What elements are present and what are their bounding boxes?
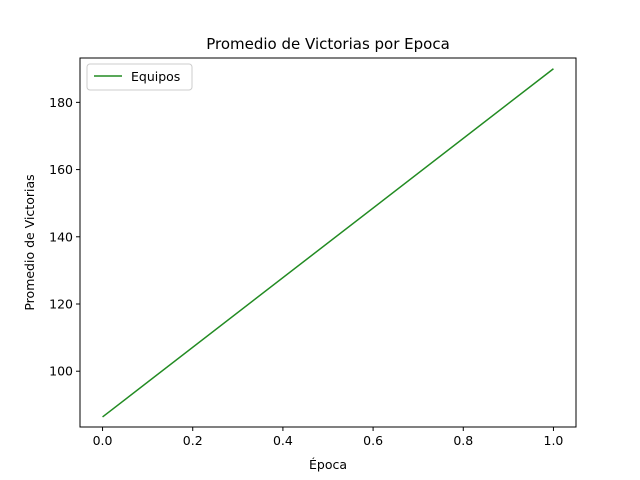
y-tick-label: 120 [49, 297, 73, 312]
x-axis-label: Época [309, 457, 347, 472]
y-tick-label: 100 [49, 364, 73, 379]
series-line-0 [102, 68, 554, 418]
x-tick-label: 1.0 [544, 433, 564, 448]
x-tick-label: 0.0 [93, 433, 113, 448]
x-tick-label: 0.2 [183, 433, 203, 448]
x-tick-label: 0.6 [363, 433, 383, 448]
plot-area: 0.0 0.2 0.4 0.6 0.8 1.0 100 120 140 160 180 [49, 57, 577, 448]
y-axis-ticks: 100 120 140 160 180 [49, 95, 80, 379]
y-tick-label: 140 [49, 229, 73, 244]
x-tick-label: 0.4 [273, 433, 293, 448]
legend: Equipos [86, 63, 193, 91]
y-axis-label: Promedio de Victorias [22, 174, 37, 310]
y-tick-label: 160 [49, 162, 73, 177]
x-tick-label: 0.8 [453, 433, 473, 448]
series-layer [102, 68, 554, 418]
chart-title: Promedio de Victorias por Epoca [206, 35, 450, 53]
legend-box [86, 63, 193, 91]
x-axis-ticks: 0.0 0.2 0.4 0.6 0.8 1.0 [93, 427, 564, 448]
legend-label: Equipos [131, 69, 180, 84]
y-tick-label: 180 [49, 95, 73, 110]
